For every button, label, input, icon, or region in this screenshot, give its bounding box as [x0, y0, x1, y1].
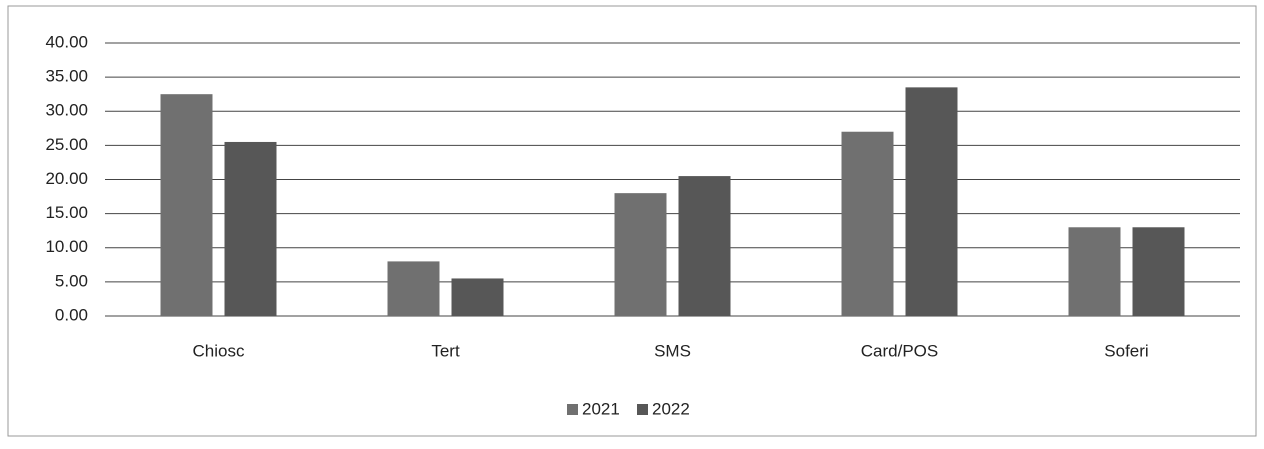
legend-label: 2021 — [582, 399, 620, 418]
x-tick-label: SMS — [654, 341, 691, 360]
legend-label: 2022 — [652, 399, 690, 418]
bar — [160, 94, 213, 316]
legend-swatch — [567, 404, 578, 415]
y-tick-label: 25.00 — [45, 135, 88, 154]
x-tick-label: Chiosc — [193, 341, 245, 360]
y-tick-label: 10.00 — [45, 237, 88, 256]
bar — [451, 278, 504, 316]
bar — [678, 176, 731, 316]
y-tick-label: 20.00 — [45, 169, 88, 188]
bar — [1068, 227, 1121, 316]
bar — [614, 193, 667, 316]
x-tick-label: Card/POS — [861, 341, 938, 360]
bar — [224, 141, 277, 316]
y-tick-label: 30.00 — [45, 101, 88, 120]
bar — [905, 87, 958, 316]
y-tick-label: 0.00 — [55, 305, 88, 324]
legend-swatch — [637, 404, 648, 415]
x-tick-label: Soferi — [1104, 341, 1148, 360]
y-tick-label: 40.00 — [45, 32, 88, 51]
y-tick-label: 15.00 — [45, 203, 88, 222]
x-tick-label: Tert — [431, 341, 460, 360]
bar — [387, 261, 440, 316]
y-tick-label: 5.00 — [55, 271, 88, 290]
y-tick-label: 35.00 — [45, 67, 88, 86]
bar — [1132, 227, 1185, 316]
bar — [841, 131, 894, 316]
chart-frame — [7, 5, 1257, 437]
